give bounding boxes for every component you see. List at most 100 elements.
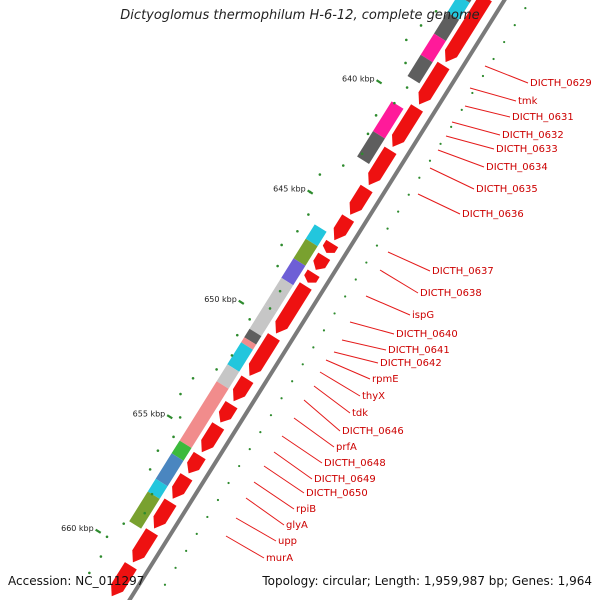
feature-block-11 [264, 277, 294, 313]
gc-dot [428, 159, 432, 162]
forward-gene-17 [153, 498, 177, 529]
gc-dot [307, 213, 310, 216]
kbp-tick [375, 79, 383, 85]
gene-label-leader [333, 351, 379, 364]
gene-label-leader [263, 465, 305, 494]
feature-block-12 [249, 304, 277, 337]
gene-label-leader [225, 535, 265, 559]
feature-block-7 [357, 131, 385, 164]
gc-dot [248, 448, 251, 451]
gc-dot [268, 307, 272, 310]
gc-dot [150, 492, 154, 496]
forward-gene-14 [201, 422, 225, 453]
gc-dot [230, 354, 234, 357]
gc-dot [503, 40, 506, 44]
gene-label-leader [281, 435, 323, 464]
gc-dot [291, 380, 294, 383]
gene-label-dicth-0642: DICTH_0642 [380, 358, 442, 369]
gc-dot [354, 278, 357, 281]
gc-dot [393, 101, 396, 105]
gc-dot [481, 74, 485, 78]
forward-gene-6 [333, 214, 355, 241]
gc-dot [312, 346, 315, 349]
gene-label-leader [464, 105, 511, 118]
kbp-tick-label: 650 kbp [204, 295, 237, 304]
gc-dot [333, 312, 336, 315]
gene-label-leader [253, 481, 295, 510]
forward-gene-12 [233, 375, 254, 402]
gc-dot [397, 210, 400, 213]
gene-label-thyx: thyX [362, 391, 385, 402]
feature-block-6 [373, 101, 404, 139]
backbone-highlight [132, 0, 509, 600]
gene-label-dicth-0631: DICTH_0631 [512, 112, 574, 123]
gene-label-dicth-0634: DICTH_0634 [486, 162, 548, 173]
gc-dot [318, 173, 322, 176]
gc-dot [280, 243, 283, 247]
gc-dot [450, 125, 453, 128]
forward-gene-11 [248, 333, 280, 376]
forward-gene-9 [304, 269, 320, 283]
gene-label-tmk: tmk [518, 96, 538, 107]
gc-dot [434, 10, 438, 13]
gc-dot [191, 376, 195, 380]
gene-label-leader [379, 269, 419, 294]
gene-label-tdk: tdk [352, 408, 368, 419]
feature-block-1 [465, 0, 472, 3]
forward-gene-7 [322, 239, 339, 253]
gc-dot [259, 431, 262, 434]
gene-label-leader [451, 121, 501, 136]
gc-dot [344, 295, 347, 298]
gc-dot [386, 227, 389, 230]
gene-label-leader [365, 295, 411, 316]
feature-block-10 [281, 258, 306, 286]
gene-label-rpme: rpmE [372, 374, 399, 385]
gc-dot [178, 416, 182, 419]
topology-text: Topology: circular; Length: 1,959,987 bp… [262, 574, 592, 588]
forward-gene-18 [132, 528, 158, 563]
feature-block-4 [420, 33, 446, 63]
gc-dot [366, 132, 370, 136]
feature-block-19 [155, 453, 184, 487]
gc-dot [99, 555, 103, 558]
accession-text: Accession: NC_011297 [8, 574, 145, 588]
forward-gene-4 [368, 146, 397, 186]
gc-dot [492, 57, 495, 61]
gc-dot [524, 7, 527, 10]
gene-label-dicth-0632: DICTH_0632 [502, 130, 564, 141]
feature-block-8 [305, 224, 327, 247]
forward-gene-19 [111, 562, 137, 597]
kbp-tick-label: 645 kbp [273, 185, 306, 194]
gene-label-dicth-0648: DICTH_0648 [324, 458, 386, 469]
gene-label-leader [293, 417, 335, 448]
gc-dot [439, 142, 442, 145]
gene-label-leader [325, 359, 371, 380]
feature-block-5 [407, 54, 433, 84]
forward-gene-15 [187, 451, 206, 474]
gene-label-glya: glyA [286, 520, 308, 531]
gc-dot [460, 108, 463, 111]
gene-label-leader [484, 65, 529, 84]
gc-dot [122, 522, 126, 525]
gc-dot [404, 61, 407, 65]
gene-label-dicth-0646: DICTH_0646 [342, 426, 404, 437]
gene-label-leader [303, 399, 341, 432]
gene-label-leader [273, 451, 313, 480]
feature-block-9 [293, 238, 318, 266]
gene-label-leader [313, 385, 351, 414]
gc-dot [375, 244, 379, 247]
gc-dot [238, 464, 241, 468]
forward-gene-8 [313, 252, 331, 270]
gene-label-dicth-0641: DICTH_0641 [388, 345, 450, 356]
kbp-tick [166, 414, 173, 420]
gc-dot [276, 264, 279, 268]
forward-gene-5 [349, 184, 373, 215]
gc-dot [216, 498, 220, 502]
gc-dot [195, 532, 198, 536]
gc-dot [163, 583, 167, 586]
gc-dot [278, 289, 282, 293]
gc-dot [179, 392, 182, 396]
gene-label-leader [417, 193, 461, 215]
gene-label-leader [469, 87, 517, 102]
kbp-tick [307, 189, 314, 195]
